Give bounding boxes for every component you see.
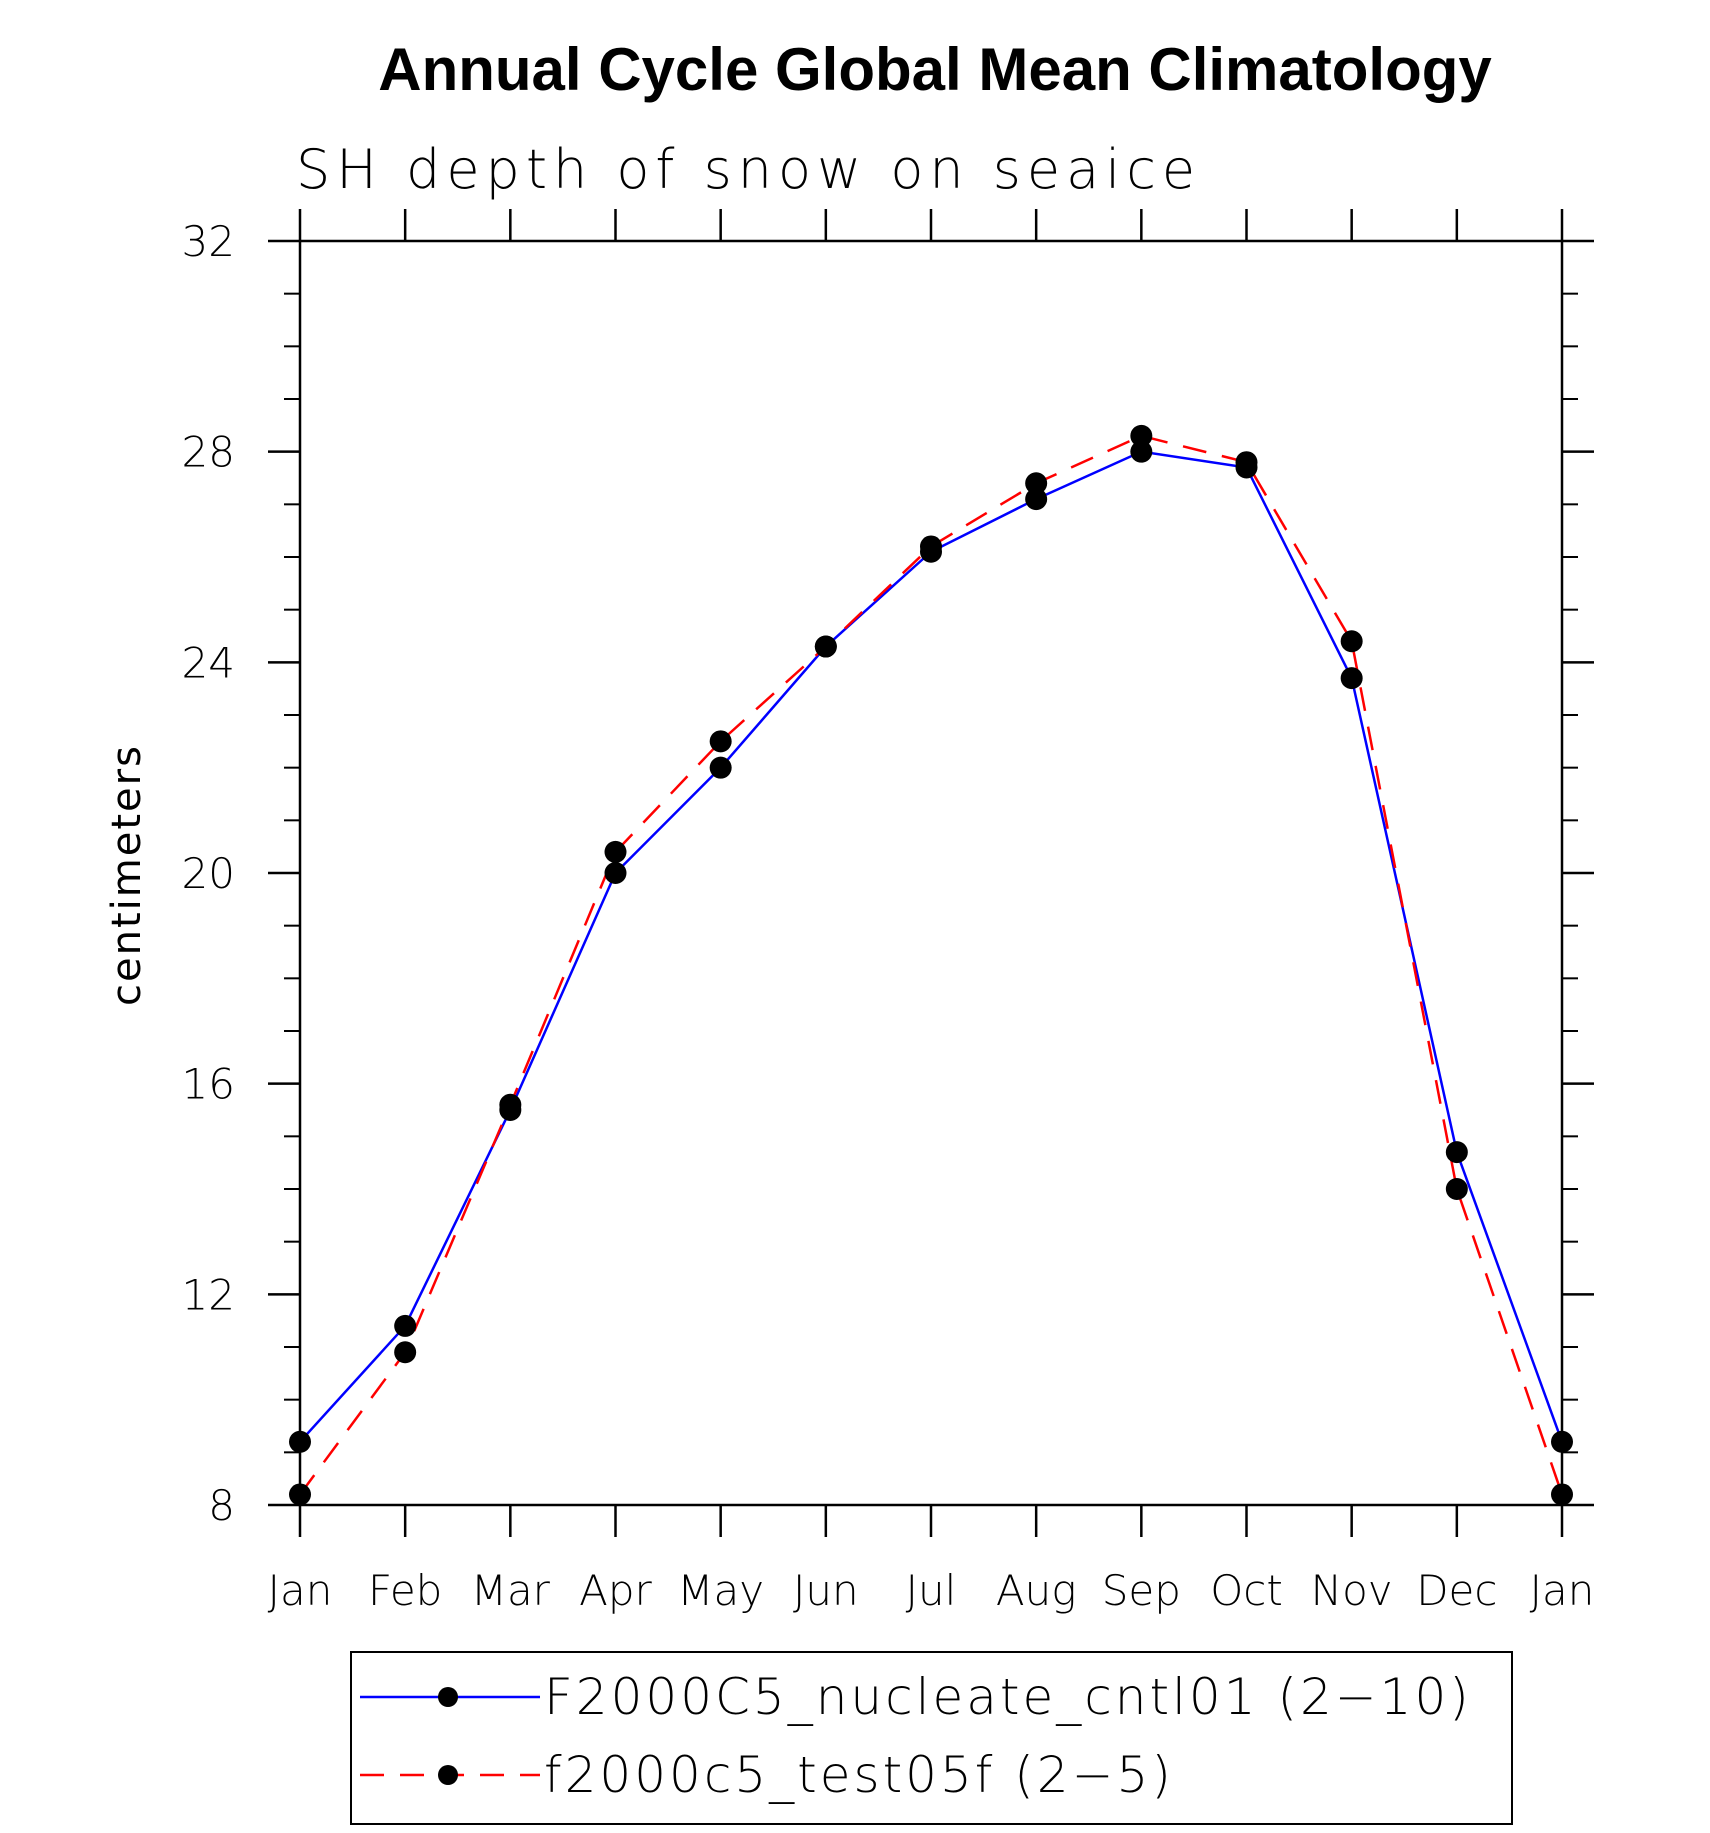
x-tick-label: Apr: [579, 1566, 652, 1615]
x-tick-label: Dec: [1416, 1566, 1497, 1615]
x-tick-label: Nov: [1311, 1566, 1393, 1615]
x-tick-label: May: [677, 1566, 764, 1615]
legend-box: [350, 1651, 1513, 1825]
series-1-point: [1340, 667, 1363, 690]
legend-marker-series-2: [438, 1765, 458, 1785]
series-markers: [289, 424, 1573, 1506]
series-2-point: [604, 840, 627, 863]
y-axis-label: centimeters: [104, 744, 150, 1006]
series-2-point: [1445, 1178, 1468, 1200]
x-tick-label: Feb: [368, 1566, 442, 1615]
series-lines: [298, 434, 1564, 1496]
series-2-point: [1130, 424, 1153, 447]
series-2-point: [1551, 1483, 1573, 1506]
series-2-point: [814, 635, 837, 658]
x-tick-label: Aug: [996, 1566, 1077, 1615]
series-1-point: [1551, 1430, 1573, 1453]
x-tick-label: Sep: [1102, 1566, 1181, 1615]
legend-label-series-1: F2000C5_nucleate_cntl01 (2−10): [544, 1668, 1472, 1726]
x-tick-label: Jan: [268, 1566, 333, 1615]
series-2-point: [1340, 630, 1363, 653]
x-tick-label: Oct: [1210, 1566, 1283, 1615]
series-1-point: [604, 862, 627, 884]
series-1-point: [394, 1314, 417, 1337]
series-1-point: [709, 756, 732, 779]
y-tick-label: 32: [182, 217, 235, 266]
legend-label-series-2: f2000c5_test05f (2−5): [544, 1746, 1174, 1804]
series-2-point: [920, 535, 942, 558]
series-2-point: [709, 730, 732, 753]
series-1-point: [1445, 1141, 1468, 1164]
x-tick-label: Mar: [471, 1566, 551, 1615]
plot-frame: [298, 239, 1564, 1507]
x-tick-label: Jan: [1530, 1566, 1595, 1615]
series-line-1: [299, 450, 1564, 1443]
y-tick-label: 8: [208, 1481, 235, 1530]
legend-marker-series-1: [438, 1687, 458, 1707]
x-tick-label: Jul: [906, 1566, 957, 1615]
x-tick-label: Jun: [793, 1566, 859, 1615]
series-2-point: [394, 1341, 417, 1364]
y-tick-label: 12: [182, 1270, 235, 1319]
chart-subtitle: SH depth of snow on seaice: [296, 138, 1201, 201]
series-1-point: [1130, 440, 1153, 463]
series-2-point: [1235, 451, 1258, 474]
chart-title: Annual Cycle Global Mean Climatology: [378, 36, 1492, 103]
y-tick-label: 16: [182, 1060, 235, 1109]
y-tick-label: 20: [182, 849, 235, 898]
legend: F2000C5_nucleate_cntl01 (2−10) f2000c5_t…: [350, 1651, 1513, 1825]
axis-ticks: 8 12 16 20 24 28 32 Jan Feb Mar Apr May Jun Jul Aug Sep…: [182, 209, 1595, 1615]
series-2-point: [1025, 472, 1048, 495]
series-1-point: [289, 1430, 311, 1453]
series-2-point: [289, 1483, 311, 1506]
y-tick-label: 24: [182, 638, 235, 687]
series-2-point: [499, 1093, 522, 1116]
y-tick-label: 28: [182, 428, 235, 477]
series-1-point: [1025, 488, 1048, 511]
series-line-2: [298, 434, 1564, 1496]
